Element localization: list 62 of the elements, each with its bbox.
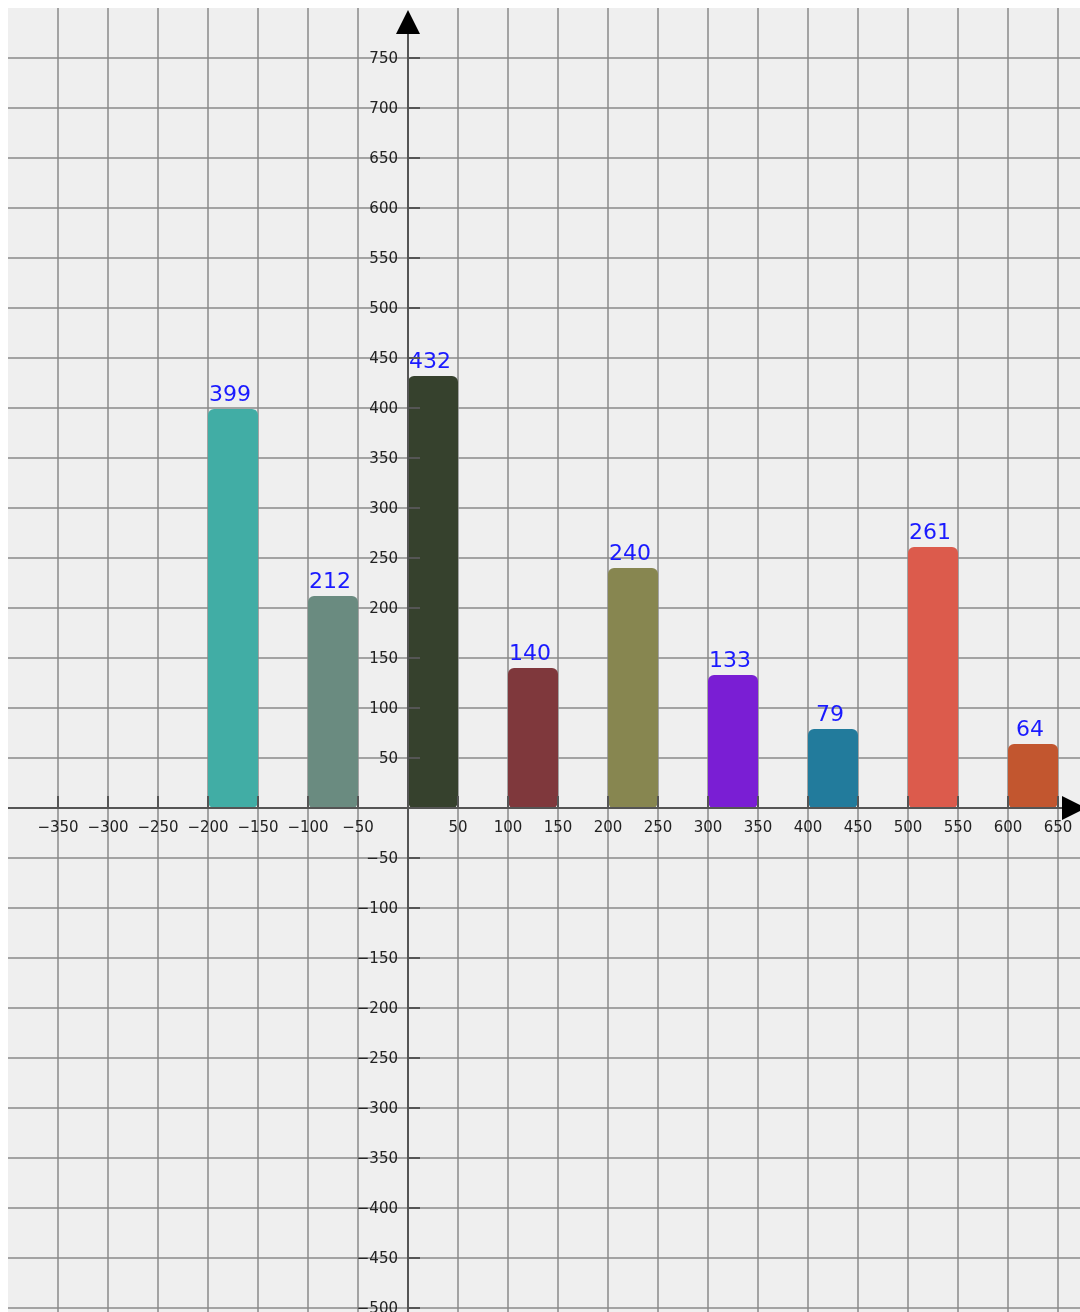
y-tick-label: 400 [369,399,398,417]
x-tick-label: 400 [793,818,823,836]
x-tick-label: 300 [693,818,723,836]
y-tick-label: −50 [366,849,398,867]
x-tick-label: 650 [1043,818,1073,836]
y-tick-label: 600 [369,199,398,217]
bar [808,729,858,808]
x-tick-label: −100 [287,818,329,836]
y-tick-label: −150 [356,949,398,967]
y-tick-label: −250 [356,1049,398,1067]
y-tick-label: 100 [369,699,398,717]
y-tick-label: −400 [356,1199,398,1217]
x-tick-label: 500 [893,818,923,836]
x-tick-label: −150 [237,818,279,836]
y-tick-label: 500 [369,299,398,317]
bar [708,675,758,808]
data-label: 133 [709,647,751,672]
x-tick-label: −350 [37,818,79,836]
y-tick-label: 550 [369,249,398,267]
data-label: 261 [909,519,951,544]
y-tick-label: −350 [356,1149,398,1167]
bar [908,547,958,808]
y-tick-label: −200 [356,999,398,1017]
y-tick-label: −100 [356,899,398,917]
x-tick-label: 250 [643,818,673,836]
y-tick-label: 150 [369,649,398,667]
y-tick-label: −450 [356,1249,398,1267]
data-label: 432 [409,348,451,373]
y-tick-label: 650 [369,149,398,167]
x-tick-label: −250 [137,818,179,836]
data-label: 212 [309,568,351,593]
bar [1008,744,1058,808]
x-tick-label: −200 [187,818,229,836]
data-label: 79 [816,701,844,726]
data-label: 64 [1016,716,1044,741]
bar [508,668,558,808]
x-tick-label: 100 [493,818,523,836]
data-label: 140 [509,640,551,665]
bar [308,596,358,808]
y-tick-label: 350 [369,449,398,467]
y-tick-label: 450 [369,349,398,367]
x-tick-label: −300 [87,818,129,836]
x-tick-label: 150 [543,818,573,836]
x-tick-label: −50 [342,818,374,836]
y-tick-label: 700 [369,99,398,117]
data-label: 399 [209,381,251,406]
y-tick-label: 300 [369,499,398,517]
y-tick-label: 50 [378,749,398,767]
y-tick-label: −300 [356,1099,398,1117]
x-tick-label: 350 [743,818,773,836]
y-tick-label: 250 [369,549,398,567]
x-tick-label: 600 [993,818,1023,836]
x-tick-label: 450 [843,818,873,836]
y-tick-label: 750 [369,49,398,67]
bar [608,568,658,808]
y-tick-label: 200 [369,599,398,617]
data-label: 240 [609,540,651,565]
x-tick-label: 550 [943,818,973,836]
x-tick-label: 200 [593,818,623,836]
bar [208,409,258,808]
bar [408,376,458,808]
x-tick-label: 50 [448,818,468,836]
